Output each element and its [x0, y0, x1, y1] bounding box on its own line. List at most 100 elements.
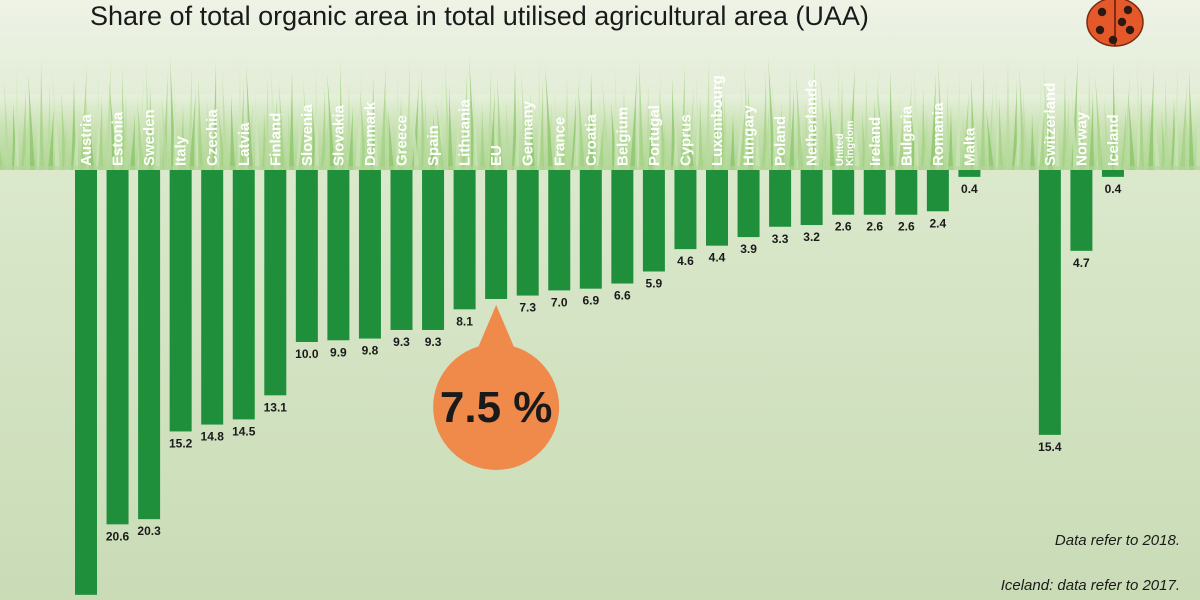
value-label: 2.6 [898, 220, 915, 234]
value-label: 5.9 [646, 276, 663, 290]
value-label: 9.8 [362, 344, 379, 358]
value-label: 4.4 [709, 251, 726, 265]
bar-portugal [642, 170, 665, 272]
bar-spain [422, 170, 445, 330]
bar-group-latvia: Latvia 14.5 [232, 122, 256, 438]
note-2018: Data refer to 2018. [1055, 532, 1180, 549]
value-label: 3.2 [803, 230, 820, 244]
category-label: Switzerland [1042, 83, 1059, 166]
bar-croatia [579, 170, 602, 289]
bar-group-iceland: Iceland 0.4 [1101, 114, 1124, 196]
bar-group-portugal: Portugal 5.9 [642, 105, 665, 290]
category-label: Malta [961, 127, 978, 166]
bar-hungary [737, 170, 760, 238]
category-label: Denmark [362, 101, 379, 166]
category-label: Slovakia [330, 104, 347, 166]
value-label: 0.4 [961, 182, 978, 196]
value-label: 10.0 [295, 347, 319, 361]
category-label: Hungary [741, 105, 758, 167]
bar-group-finland: Finland 13.1 [264, 113, 288, 415]
bar-group-czechia: Czechia 14.8 [201, 109, 225, 444]
bar-estonia [106, 170, 129, 525]
category-label: Ireland [867, 117, 884, 166]
ladybug-icon [1086, 0, 1144, 47]
value-label: 3.3 [772, 232, 789, 246]
category-label: Slovenia [299, 104, 316, 166]
bar-united-kingdom [832, 170, 855, 215]
bar-malta [958, 170, 981, 177]
category-label: EU [488, 145, 505, 166]
bar-group-eu: EU [485, 145, 508, 299]
value-label: 20.3 [137, 524, 161, 538]
category-label: Poland [772, 116, 789, 166]
category-label: Spain [425, 125, 442, 166]
bar-group-netherlands: Netherlands 3.2 [800, 79, 823, 244]
category-label: Lithuania [457, 99, 474, 166]
bar-poland [769, 170, 792, 227]
value-label: 15.4 [1038, 440, 1062, 454]
category-label: Iceland [1105, 114, 1122, 166]
bar-group-poland: Poland 3.3 [769, 116, 792, 246]
category-label: Belgium [614, 107, 631, 166]
bar-cyprus [674, 170, 697, 250]
bar-group-romania: Romania 2.4 [926, 102, 949, 230]
bar-slovakia [327, 170, 350, 341]
eu-value-label: 7.5 % [440, 383, 553, 432]
category-label: Netherlands [804, 79, 821, 166]
category-label: Estonia [110, 111, 127, 166]
bar-group-slovenia: Slovenia 10.0 [295, 104, 319, 361]
bar-austria [75, 170, 97, 595]
value-label: 14.5 [232, 424, 256, 438]
category-label: Portugal [646, 105, 663, 166]
bar-group-belgium: Belgium 6.6 [611, 107, 634, 303]
bar-group-denmark: Denmark 9.8 [358, 101, 381, 358]
bar-group-spain: Spain 9.3 [422, 125, 445, 349]
value-label: 2.6 [835, 220, 852, 234]
bar-norway [1070, 170, 1093, 251]
chart-title: Share of total organic area in total uti… [90, 1, 869, 31]
callout-circle [433, 344, 560, 470]
bar-denmark [358, 170, 381, 339]
bar-group-malta: Malta 0.4 [958, 127, 981, 196]
bar-latvia [232, 170, 255, 420]
bar-sweden [138, 170, 161, 520]
bar-group-switzerland: Switzerland 15.4 [1038, 83, 1062, 454]
bar-group-bulgaria: Bulgaria 2.6 [895, 105, 918, 234]
bar-group-norway: Norway 4.7 [1070, 111, 1093, 270]
eu-callout: 7.5 % [433, 305, 560, 470]
value-label: 7.0 [551, 295, 568, 309]
bar-group-lithuania: Lithuania 8.1 [453, 99, 476, 328]
category-label: France [551, 117, 568, 166]
value-label: 14.8 [201, 430, 225, 444]
category-label: Germany [520, 100, 537, 166]
bar-iceland [1101, 170, 1124, 177]
category-label: Italy [173, 135, 190, 166]
bars-group: Austria Estonia 20.6 Sweden 20.3 Italy 15.2 Cze… [75, 75, 1124, 595]
bar-france [548, 170, 571, 291]
category-label: Latvia [236, 122, 253, 166]
bar-group-luxembourg: Luxembourg 4.4 [706, 75, 728, 265]
value-label: 4.7 [1073, 256, 1090, 270]
category-label: Kingdom [844, 121, 856, 167]
bar-netherlands [800, 170, 823, 226]
bar-group-hungary: Hungary 3.9 [737, 105, 760, 256]
value-label: 2.6 [866, 220, 883, 234]
callout-pointer [476, 305, 517, 352]
category-label: Cyprus [677, 114, 694, 166]
value-label: 20.6 [106, 529, 130, 543]
bar-group-slovakia: Slovakia 9.9 [327, 104, 350, 359]
bar-belgium [611, 170, 634, 284]
value-label: 2.4 [930, 216, 947, 230]
category-label: Norway [1073, 111, 1090, 166]
category-label: United [834, 133, 846, 166]
value-label: 3.9 [740, 242, 757, 256]
bar-ireland [863, 170, 886, 215]
category-label: Finland [267, 113, 284, 166]
bar-greece [390, 170, 413, 330]
category-label: Romania [930, 102, 947, 166]
category-label: Czechia [204, 109, 221, 166]
grass-decoration [0, 56, 1200, 170]
